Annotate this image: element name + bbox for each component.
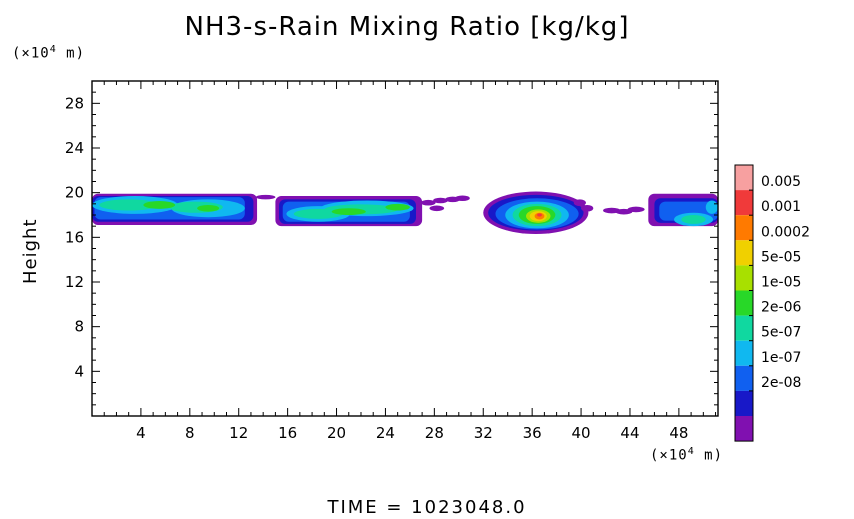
- colorbar-label: 1e-07: [761, 350, 801, 366]
- colorbar-label: 1e-05: [761, 275, 801, 291]
- y-tick-label: 28: [65, 94, 84, 112]
- band1-l4a: [99, 199, 159, 211]
- band2-l5: [331, 208, 366, 215]
- band4-l4: [681, 215, 706, 224]
- colorbar-swatch: [735, 365, 753, 391]
- core-l9: [537, 213, 542, 217]
- band1-l5: [143, 201, 176, 209]
- sparse-b-2: [627, 206, 645, 213]
- colorbar-swatch: [735, 240, 753, 266]
- x-tick-label: 48: [669, 424, 688, 442]
- chart-title: NH3-s-Rain Mixing Ratio [kg/kg]: [184, 12, 630, 42]
- colorbar-label: 0.0002: [761, 224, 810, 240]
- colorbar: 0.005 0.001 0.0002 5e-05 1e-05 2e-06 5e-07 1e-0…: [734, 164, 810, 442]
- x-tick-label: 36: [523, 424, 542, 442]
- y-tick-label: 20: [65, 184, 84, 202]
- colorbar-frame: [734, 164, 754, 442]
- sparse-a-4: [429, 205, 445, 212]
- band2-l5b: [385, 203, 410, 211]
- colorbar-label: 5e-07: [761, 325, 801, 341]
- colorbar-swatch: [735, 165, 753, 191]
- x-tick-label: 20: [327, 424, 346, 442]
- heatmap-field: [92, 191, 718, 234]
- colorbar-label: 0.005: [761, 174, 801, 190]
- colorbar-label: 2e-08: [761, 375, 801, 391]
- y-tick-label: 8: [74, 318, 84, 336]
- y-tick-label: 16: [65, 228, 84, 246]
- time-footer: TIME = 1023048.0: [327, 497, 527, 518]
- colorbar-label: 5e-05: [761, 249, 801, 265]
- tick-marks: [92, 81, 718, 416]
- core-fringe-1: [573, 199, 586, 207]
- colorbar-label: 2e-06: [761, 300, 801, 316]
- x-tick-label: 28: [425, 424, 444, 442]
- x-tick-label: 44: [620, 424, 639, 442]
- band4-l3b: [705, 200, 718, 214]
- sparse-a-1: [433, 197, 448, 204]
- y-unit-note: (×104 m): [12, 44, 86, 62]
- y-tick-label: 4: [74, 362, 84, 380]
- x-tick-label: 40: [572, 424, 591, 442]
- colorbar-swatch: [735, 265, 753, 291]
- colorbar-swatch: [735, 290, 753, 316]
- sparse-a-0: [420, 199, 436, 206]
- sparse-a-3: [455, 195, 470, 202]
- x-tick-label: 24: [376, 424, 395, 442]
- x-unit-note: (×104 m): [650, 446, 724, 464]
- colorbar-swatch: [735, 416, 753, 442]
- colorbar-swatch: [735, 315, 753, 341]
- x-tick-label: 12: [229, 424, 248, 442]
- y-tick-label: 12: [65, 273, 84, 291]
- core-fringe-0: [581, 204, 594, 212]
- y-tick-label: 24: [65, 139, 84, 157]
- x-tick-label: 8: [185, 424, 195, 442]
- plot-frame: [91, 80, 719, 417]
- x-tick-label: 32: [474, 424, 493, 442]
- colorbar-swatch: [735, 215, 753, 241]
- colorbar-label: 0.001: [761, 199, 801, 215]
- band1-tail: [255, 194, 276, 200]
- band1-l5b: [197, 204, 220, 212]
- x-tick-label: 4: [136, 424, 146, 442]
- colorbar-swatch: [735, 340, 753, 366]
- x-tick-label: 16: [278, 424, 297, 442]
- colorbar-swatch: [735, 390, 753, 416]
- colorbar-swatch: [735, 190, 753, 216]
